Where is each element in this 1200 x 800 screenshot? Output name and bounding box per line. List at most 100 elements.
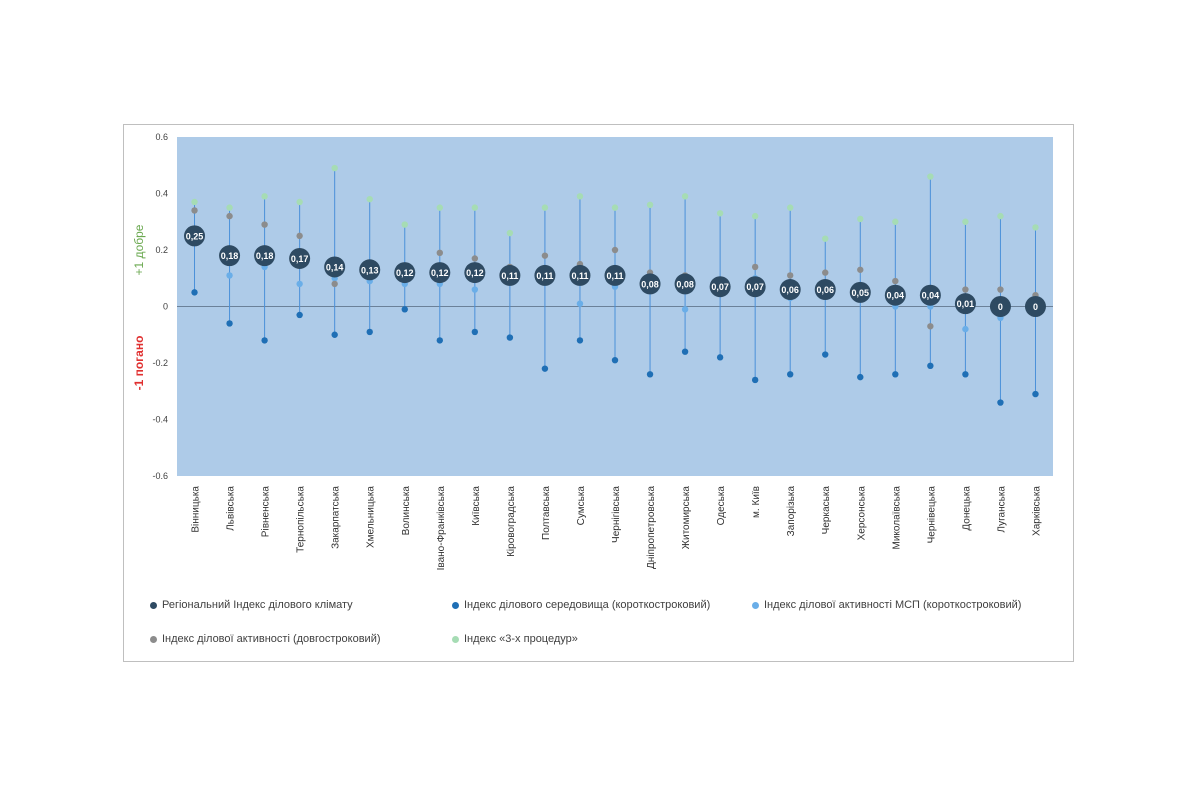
data-label: 0,18 xyxy=(221,251,239,261)
regional-index-bubble xyxy=(394,262,416,284)
legend-marker xyxy=(452,601,459,609)
point-індекс-«3-х-процедур» xyxy=(787,204,794,211)
data-label: 0,12 xyxy=(466,268,484,278)
point-індекс-«3-х-процедур» xyxy=(366,195,373,203)
regional-index-bubble xyxy=(639,273,661,295)
point-індекс-«3-х-процедур» xyxy=(226,204,233,211)
point-індекс-ділової-активності-мсп-(короткостроковий) xyxy=(296,280,303,288)
data-label: 0,07 xyxy=(711,282,729,292)
point-індекс-ділової-активності-(довгостроковий) xyxy=(892,277,899,285)
regional-index-bubble xyxy=(919,284,941,306)
point-індекс-ділового-середовища-(короткостроковий) xyxy=(962,371,969,378)
point-індекс-ділового-середовища-(короткостроковий) xyxy=(366,328,373,336)
regional-index-bubble xyxy=(359,259,381,281)
point-індекс-ділової-активності-(довгостроковий) xyxy=(191,207,198,214)
point-індекс-«3-х-процедур» xyxy=(857,215,864,223)
legend-label: Індекс ділового середовища (короткострок… xyxy=(464,599,711,611)
regional-index-bubble xyxy=(289,247,311,269)
point-індекс-ділового-середовища-(короткостроковий) xyxy=(611,356,619,364)
y-tick-label: -0.4 xyxy=(152,415,168,425)
point-індекс-«3-х-процедур» xyxy=(541,204,549,211)
x-tick-label: Івано-Франківська xyxy=(436,486,447,571)
point-індекс-ділової-активності-мсп-(короткостроковий) xyxy=(576,300,584,307)
point-індекс-ділового-середовища-(короткостроковий) xyxy=(892,371,899,378)
point-індекс-«3-х-процедур» xyxy=(506,229,514,237)
point-індекс-ділового-середовища-(короткостроковий) xyxy=(401,306,408,313)
point-індекс-«3-х-процедур» xyxy=(436,204,443,211)
legend-item-regional-index: Регіональний Індекс ділового клімату xyxy=(150,599,353,611)
data-label: 0,18 xyxy=(256,251,274,261)
point-індекс-«3-х-процедур» xyxy=(822,235,829,242)
x-tick-label: Рівненська xyxy=(261,486,272,538)
x-tick-label: Житомирська xyxy=(681,486,692,550)
point-індекс-ділового-середовища-(короткостроковий) xyxy=(646,371,654,378)
data-label: 0 xyxy=(998,302,1003,312)
regional-index-bubble xyxy=(674,273,696,295)
point-індекс-«3-х-процедур» xyxy=(401,221,408,228)
y-label-bad: -1 погано xyxy=(132,336,146,391)
point-індекс-«3-х-процедур» xyxy=(611,204,619,211)
regional-index-bubble xyxy=(814,279,836,301)
point-індекс-ділової-активності-(довгостроковий) xyxy=(751,263,759,271)
data-label: 0,04 xyxy=(887,291,905,301)
y-tick-label: 0.2 xyxy=(155,245,168,255)
point-індекс-ділової-активності-(довгостроковий) xyxy=(611,246,619,254)
legend-item-three-procedures: Індекс «3-х процедур» xyxy=(452,633,578,645)
y-label-good: +1 добре xyxy=(132,224,146,275)
data-label: 0,08 xyxy=(676,279,694,289)
point-індекс-ділового-середовища-(короткостроковий) xyxy=(436,337,443,344)
x-tick-label: Сумська xyxy=(576,486,587,526)
point-індекс-ділового-середовища-(короткостроковий) xyxy=(541,365,549,372)
legend-label: Індекс ділової активності МСП (короткост… xyxy=(764,599,1022,611)
point-індекс-«3-х-процедур» xyxy=(681,193,689,200)
regional-index-bubble xyxy=(779,279,801,301)
point-індекс-ділового-середовища-(короткостроковий) xyxy=(751,376,759,384)
regional-index-bubble xyxy=(709,276,731,298)
x-tick-label: Запорізька xyxy=(786,486,797,537)
point-індекс-ділового-середовища-(короткостроковий) xyxy=(716,354,724,361)
y-tick-label: -0.6 xyxy=(152,471,168,481)
point-індекс-«3-х-процедур» xyxy=(576,193,584,200)
x-tick-label: Тернопільська xyxy=(296,486,307,553)
point-індекс-ділової-активності-мсп-(короткостроковий) xyxy=(471,286,479,293)
legend-item-long-term-activity: Індекс ділової активності (довгострокови… xyxy=(150,633,381,645)
point-індекс-ділової-активності-(довгостроковий) xyxy=(927,323,934,330)
point-індекс-ділового-середовища-(короткостроковий) xyxy=(471,328,479,336)
point-індекс-ділової-активності-(довгостроковий) xyxy=(331,280,338,288)
point-індекс-ділового-середовища-(короткостроковий) xyxy=(506,334,514,341)
regional-index-bubble xyxy=(849,281,871,303)
x-tick-label: Луганська xyxy=(996,486,1007,533)
point-індекс-«3-х-процедур» xyxy=(331,164,338,172)
point-індекс-ділової-активності-(довгостроковий) xyxy=(787,272,794,279)
point-індекс-ділового-середовища-(короткостроковий) xyxy=(787,371,794,378)
point-індекс-ділової-активності-(довгостроковий) xyxy=(541,252,549,259)
point-індекс-ділового-середовища-(короткостроковий) xyxy=(1032,390,1039,398)
point-індекс-ділової-активності-(довгостроковий) xyxy=(857,266,864,273)
point-індекс-«3-х-процедур» xyxy=(962,218,969,225)
data-label: 0,08 xyxy=(641,279,659,289)
point-індекс-«3-х-процедур» xyxy=(927,173,934,180)
regional-index-bubble xyxy=(569,264,591,286)
legend-item-sme-activity: Індекс ділової активності МСП (короткост… xyxy=(752,599,1021,611)
point-індекс-ділового-середовища-(короткостроковий) xyxy=(822,351,829,358)
point-індекс-«3-х-процедур» xyxy=(191,198,198,206)
x-tick-label: Полтавська xyxy=(541,486,552,540)
x-tick-label: Вінницька xyxy=(191,486,202,533)
regional-index-bubble xyxy=(989,296,1011,317)
legend-item-business-environment: Індекс ділового середовища (короткострок… xyxy=(452,599,710,611)
point-індекс-ділового-середовища-(короткостроковий) xyxy=(927,362,934,370)
point-індекс-«3-х-процедур» xyxy=(261,193,268,200)
x-tick-label: Закарпатська xyxy=(331,486,342,549)
point-індекс-ділової-активності-(довгостроковий) xyxy=(962,286,969,293)
data-label: 0,11 xyxy=(571,271,588,281)
data-label: 0,05 xyxy=(852,288,870,298)
regional-index-bubble xyxy=(184,225,206,247)
x-tick-label: Одеська xyxy=(716,486,727,526)
regional-index-bubble xyxy=(534,264,556,286)
point-індекс-ділової-активності-мсп-(короткостроковий) xyxy=(681,306,689,313)
x-tick-label: Чернівецька xyxy=(926,486,937,544)
x-tick-label: Київська xyxy=(471,486,482,526)
data-label: 0,01 xyxy=(957,299,975,309)
point-індекс-ділового-середовища-(короткостроковий) xyxy=(997,399,1004,406)
point-індекс-«3-х-процедур» xyxy=(716,210,724,217)
